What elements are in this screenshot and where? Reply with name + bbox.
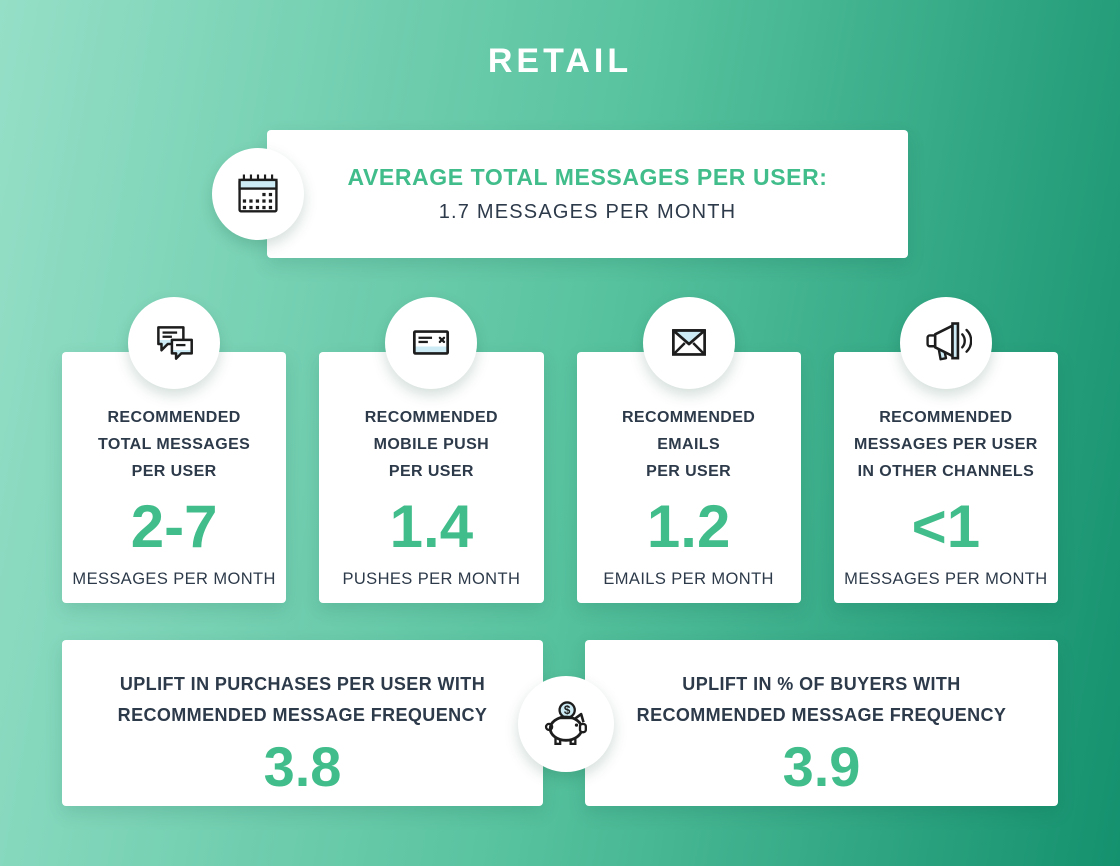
piggy-bank-icon: $ — [544, 701, 587, 745]
mobile-push-icon — [413, 330, 450, 355]
summary-heading: AVERAGE TOTAL MESSAGES PER USER: — [347, 164, 828, 190]
piggy-bank-icon-badge: $ — [518, 676, 614, 772]
stat-heading-line: MOBILE PUSH — [373, 436, 490, 453]
stat-heading: RECOMMENDED TOTAL MESSAGES PER USER — [62, 404, 286, 485]
stat-heading-line: RECOMMENDED — [621, 409, 756, 426]
uplift-value: 3.9 — [782, 735, 861, 798]
stat-heading: RECOMMENDED EMAILS PER USER — [577, 404, 801, 485]
uplift-heading-line: UPLIFT IN % OF BUYERS WITH — [682, 674, 961, 694]
stat-heading-line: RECOMMENDED — [364, 409, 499, 426]
stat-heading-line: PER USER — [131, 463, 217, 480]
stat-card-total-messages: RECOMMENDED TOTAL MESSAGES PER USER 2-7 … — [62, 297, 287, 603]
stat-heading-line: TOTAL MESSAGES — [97, 436, 251, 453]
stats-row: RECOMMENDED TOTAL MESSAGES PER USER 2-7 … — [62, 297, 1058, 603]
email-icon-badge — [642, 297, 735, 389]
stat-heading-line: PER USER — [388, 463, 474, 480]
stat-unit: PUSHES PER MONTH — [342, 570, 521, 588]
uplift-card-buyers: UPLIFT IN % OF BUYERS WITH RECOMMENDED M… — [585, 640, 1058, 806]
summary-card: AVERAGE TOTAL MESSAGES PER USER: 1.7 MES… — [267, 130, 908, 258]
stat-heading-line: PER USER — [646, 463, 732, 480]
stat-unit: MESSAGES PER MONTH — [844, 570, 1048, 588]
mobile-push-icon-badge — [385, 297, 478, 389]
calendar-icon-badge — [212, 148, 304, 240]
megaphone-icon — [926, 322, 972, 361]
stat-unit: MESSAGES PER MONTH — [72, 570, 276, 588]
uplift-card-purchases: UPLIFT IN PURCHASES PER USER WITH RECOMM… — [62, 640, 543, 806]
page-title: RETAIL — [487, 42, 633, 80]
stat-heading: RECOMMENDED MESSAGES PER USER IN OTHER C… — [834, 404, 1058, 485]
uplift-heading: UPLIFT IN PURCHASES PER USER WITH RECOMM… — [62, 669, 543, 731]
stat-heading-line: EMAILS — [657, 436, 721, 453]
email-icon — [671, 329, 706, 356]
megaphone-icon-badge — [899, 297, 992, 389]
stat-card-mobile-push: RECOMMENDED MOBILE PUSH PER USER 1.4 PUS… — [319, 297, 544, 603]
stat-value: <1 — [911, 493, 981, 560]
stat-value: 1.2 — [646, 493, 731, 560]
uplift-heading-line: UPLIFT IN PURCHASES PER USER WITH — [119, 674, 486, 694]
svg-text:$: $ — [564, 704, 571, 717]
stat-heading-line: RECOMMENDED — [879, 409, 1013, 426]
uplift-value: 3.8 — [263, 735, 342, 798]
stat-heading-line: MESSAGES PER USER — [854, 436, 1038, 453]
chat-bubbles-icon — [157, 326, 194, 360]
summary-value: 1.7 MESSAGES PER MONTH — [438, 201, 737, 223]
stat-unit: EMAILS PER MONTH — [603, 570, 774, 588]
stat-heading-line: IN OTHER CHANNELS — [857, 463, 1035, 480]
stat-value: 1.4 — [389, 493, 474, 560]
stat-value: 2-7 — [130, 493, 218, 560]
stat-card-emails: RECOMMENDED EMAILS PER USER 1.2 EMAILS P… — [576, 297, 801, 603]
uplift-heading-line: RECOMMENDED MESSAGE FREQUENCY — [117, 705, 488, 725]
stat-card-other-channels: RECOMMENDED MESSAGES PER USER IN OTHER C… — [833, 297, 1058, 603]
stat-heading-line: RECOMMENDED — [107, 409, 241, 426]
uplift-heading: UPLIFT IN % OF BUYERS WITH RECOMMENDED M… — [585, 669, 1058, 731]
uplift-heading-line: RECOMMENDED MESSAGE FREQUENCY — [636, 705, 1007, 725]
calendar-icon — [238, 174, 278, 213]
stat-heading: RECOMMENDED MOBILE PUSH PER USER — [319, 404, 543, 485]
chat-bubbles-icon-badge — [128, 297, 221, 389]
